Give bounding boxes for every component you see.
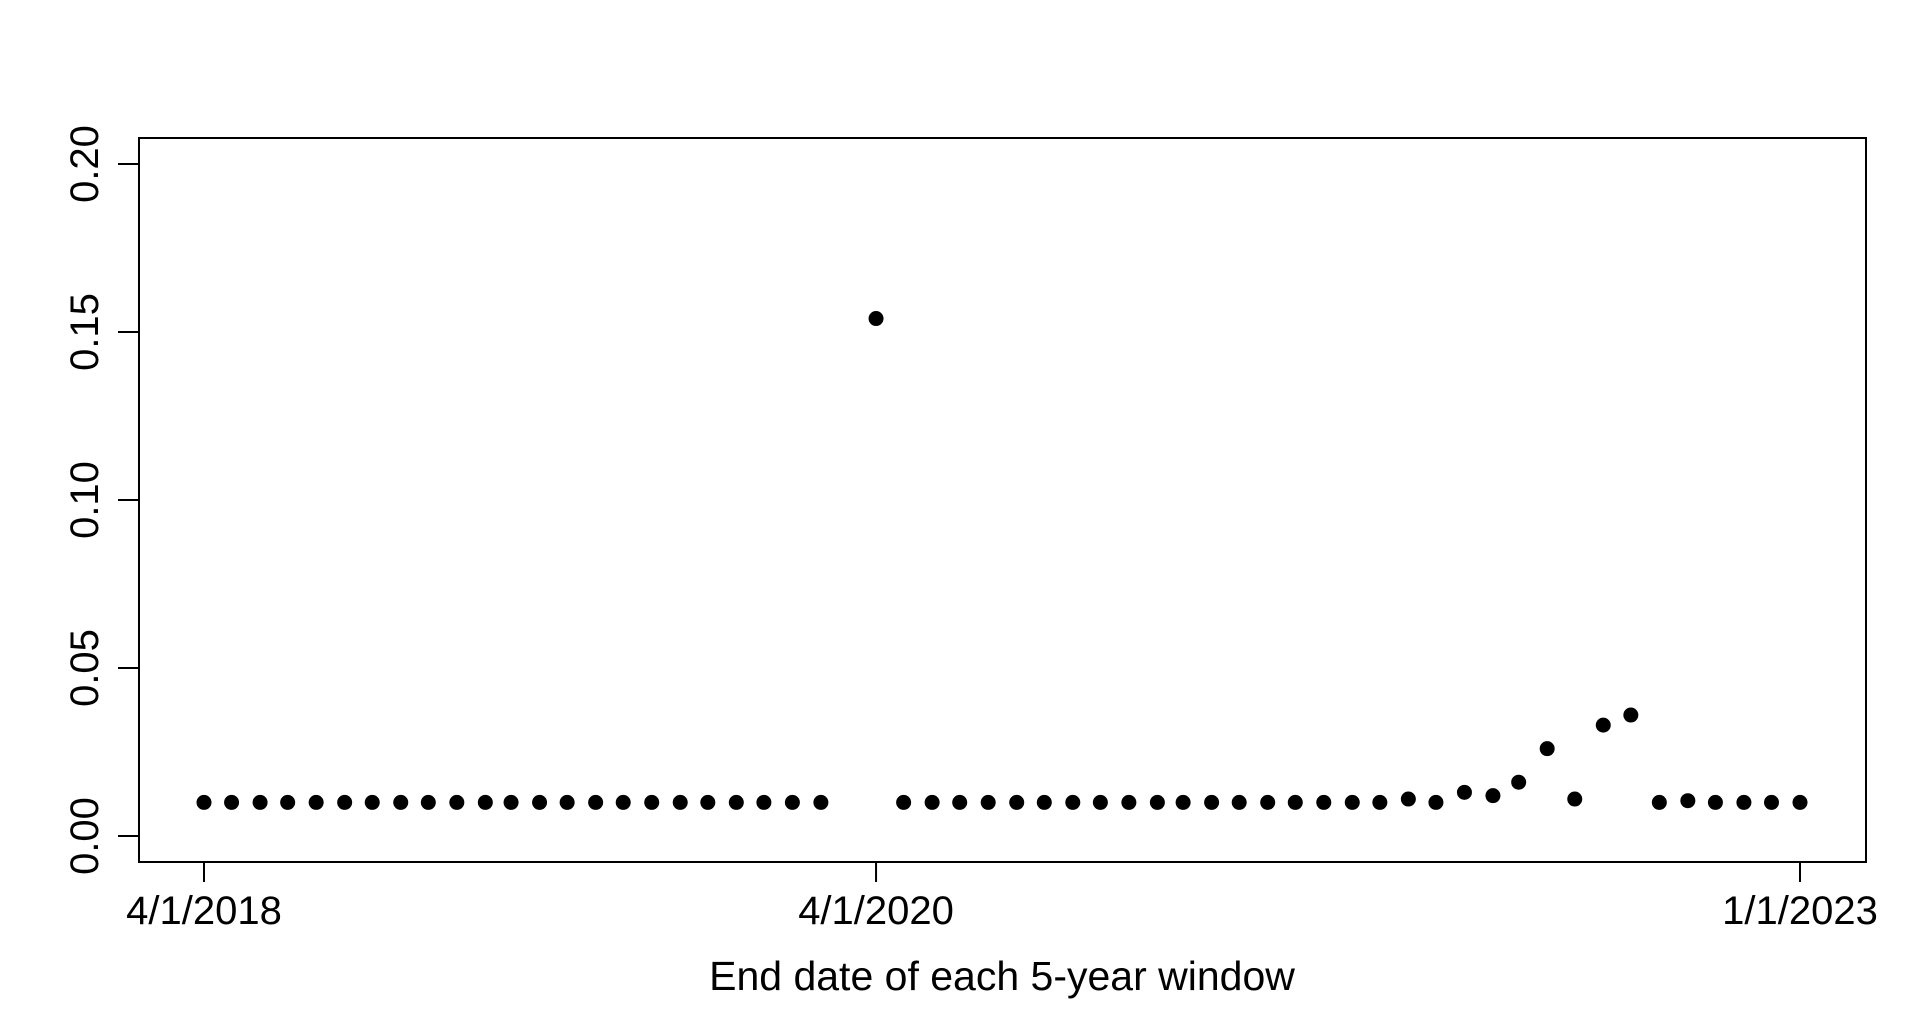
data-point [1092, 794, 1108, 810]
data-point [672, 794, 688, 810]
data-point [1344, 794, 1360, 810]
data-point [1680, 793, 1696, 809]
data-point [1567, 791, 1583, 807]
x-axis-title: End date of each 5-year window [709, 953, 1295, 999]
data-point [1036, 794, 1052, 810]
y-tick-label: 0.15 [63, 293, 107, 371]
data-point [1316, 794, 1332, 810]
data-point [308, 794, 324, 810]
plot-frame [138, 137, 1867, 863]
data-point [532, 794, 548, 810]
data-point [1400, 791, 1416, 807]
data-point [615, 794, 631, 810]
x-axis: 4/1/2018 4/1/2020 1/1/2023 [126, 861, 1878, 933]
data-point [280, 794, 296, 810]
data-point [784, 794, 800, 810]
data-point [1428, 794, 1444, 810]
y-tick-label: 0.20 [63, 125, 107, 203]
data-point [1287, 794, 1303, 810]
data-point [1372, 794, 1388, 810]
data-point [980, 794, 996, 810]
data-point [896, 794, 912, 810]
data-point [477, 794, 493, 810]
data-point [1623, 707, 1639, 723]
data-point [952, 794, 968, 810]
data-point [1149, 794, 1165, 810]
data-point [588, 794, 604, 810]
data-point [1456, 784, 1472, 800]
data-point [337, 794, 353, 810]
data-point [1065, 794, 1081, 810]
data-point [924, 794, 940, 810]
data-point [868, 311, 884, 327]
data-point [1121, 794, 1137, 810]
data-point [1792, 794, 1808, 810]
data-point [1175, 794, 1191, 810]
data-point [1707, 794, 1723, 810]
data-points [196, 311, 1808, 810]
data-point [364, 794, 380, 810]
data-point [1539, 741, 1555, 757]
data-point [393, 794, 409, 810]
y-tick-label: 0.05 [63, 629, 107, 707]
data-point [1204, 794, 1220, 810]
data-point [644, 794, 660, 810]
data-point [503, 794, 519, 810]
y-axis: 0.00 0.05 0.10 0.15 0.20 [63, 125, 140, 875]
data-point [756, 794, 772, 810]
data-point [449, 794, 465, 810]
data-point [196, 794, 212, 810]
data-point [1009, 794, 1025, 810]
data-point [1764, 794, 1779, 810]
data-point [1231, 794, 1247, 810]
data-point [1260, 794, 1276, 810]
data-point [1595, 717, 1611, 733]
data-point [728, 794, 744, 810]
data-point [420, 794, 436, 810]
data-point [1651, 794, 1667, 810]
data-point [700, 794, 716, 810]
data-point [1485, 788, 1501, 804]
x-tick-label: 4/1/2018 [126, 889, 282, 933]
y-tick-label: 0.00 [63, 797, 107, 875]
data-point [1511, 774, 1527, 790]
x-tick-label: 4/1/2020 [798, 889, 954, 933]
data-point [224, 794, 240, 810]
data-point [813, 794, 829, 810]
data-point [1736, 794, 1752, 810]
x-tick-label: 1/1/2023 [1722, 889, 1878, 933]
data-point [559, 794, 575, 810]
data-point [252, 794, 268, 810]
y-tick-label: 0.10 [63, 461, 107, 539]
